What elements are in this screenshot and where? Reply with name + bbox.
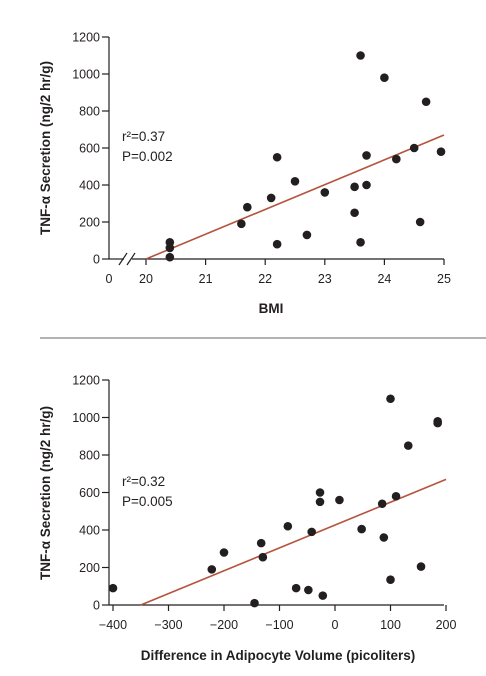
data-point (362, 180, 371, 190)
data-point (380, 73, 389, 82)
x-tick-label: −100 (265, 618, 293, 632)
y-tick-label: 200 (79, 561, 100, 575)
p-value-annotation: P=0.005 (122, 494, 173, 509)
data-point (256, 538, 266, 548)
axis-break-mark (126, 252, 136, 266)
x-axis-label: BMI (259, 301, 284, 316)
data-point (433, 418, 442, 428)
y-tick-label: 400 (79, 524, 100, 538)
x-tick-label: −300 (154, 618, 182, 632)
data-point (207, 565, 217, 574)
y-tick-label: 800 (79, 105, 100, 119)
data-point (409, 143, 419, 153)
data-point (266, 193, 276, 203)
data-point (250, 598, 259, 608)
data-point (379, 533, 389, 542)
x-tick-label: 200 (436, 618, 457, 632)
data-point (386, 575, 395, 584)
data-point (436, 147, 446, 156)
data-point (307, 527, 316, 537)
y-tick-label: 200 (79, 216, 100, 230)
x-tick-label: 25 (437, 272, 451, 286)
data-point (165, 252, 175, 262)
data-point (421, 97, 431, 107)
x-tick-label: 22 (258, 272, 272, 286)
data-point (272, 239, 282, 249)
data-point (391, 491, 401, 501)
x-tick-label: 24 (377, 272, 391, 286)
data-point (243, 202, 252, 212)
y-tick-label: 1000 (72, 411, 100, 425)
chart-panel-bmi: TNF-α Secretion (ng/2 hr/g) BMI r²=0.37 … (38, 31, 451, 317)
x-tick-label: −400 (99, 618, 127, 632)
data-point (362, 151, 371, 160)
data-point (283, 521, 293, 531)
y-tick-label: 1000 (72, 68, 100, 82)
data-point (237, 219, 246, 229)
axis-break-mark (118, 252, 128, 266)
data-point (108, 583, 118, 593)
data-point (356, 238, 365, 247)
y-tick-label: 600 (79, 486, 100, 500)
data-point (304, 585, 313, 595)
data-point (258, 552, 268, 562)
data-point (403, 441, 413, 450)
y-tick-label: 1200 (72, 374, 100, 388)
x-tick-label: 100 (380, 618, 401, 632)
data-point (416, 562, 426, 571)
y-tick-label: 600 (79, 142, 100, 156)
data-point (165, 243, 175, 253)
y-axis-label: TNF-α Secretion (ng/2 hr/g) (38, 406, 53, 580)
data-point (350, 208, 359, 218)
data-point (291, 583, 301, 593)
x-tick-label: 20 (139, 272, 153, 286)
chart-panel-adipocyte: TNF-α Secretion (ng/2 hr/g) Difference i… (38, 374, 456, 664)
x-tick-label: 21 (199, 272, 213, 286)
data-point (219, 548, 229, 557)
data-point (392, 154, 401, 164)
x-axis-label: Difference in Adipocyte Volume (picolite… (141, 648, 416, 663)
x-tick-label: −200 (210, 618, 238, 632)
data-point (315, 488, 325, 497)
data-point (290, 177, 300, 186)
y-tick-label: 800 (79, 449, 100, 463)
data-point (318, 591, 328, 600)
data-point (386, 394, 395, 404)
data-point (356, 51, 365, 60)
x-tick-label: 0 (332, 618, 339, 632)
r-squared-annotation: r²=0.32 (122, 474, 165, 489)
y-tick-label: 0 (93, 599, 100, 613)
y-tick-label: 400 (79, 179, 100, 193)
data-point (320, 188, 330, 197)
data-point (357, 524, 366, 534)
data-point (272, 152, 282, 162)
data-point (302, 230, 312, 240)
r-squared-annotation: r²=0.37 (122, 129, 165, 144)
x-tick-label: 0 (106, 272, 113, 286)
y-tick-label: 1200 (72, 31, 100, 45)
p-value-annotation: P=0.002 (122, 149, 173, 164)
y-axis-label: TNF-α Secretion (ng/2 hr/g) (38, 61, 53, 235)
regression-line (145, 134, 445, 260)
x-tick-label: 23 (318, 272, 332, 286)
data-point (315, 497, 325, 507)
data-point (415, 217, 425, 227)
data-point (377, 499, 387, 509)
data-point (335, 495, 344, 505)
y-tick-label: 0 (93, 253, 100, 267)
data-point (350, 182, 359, 192)
